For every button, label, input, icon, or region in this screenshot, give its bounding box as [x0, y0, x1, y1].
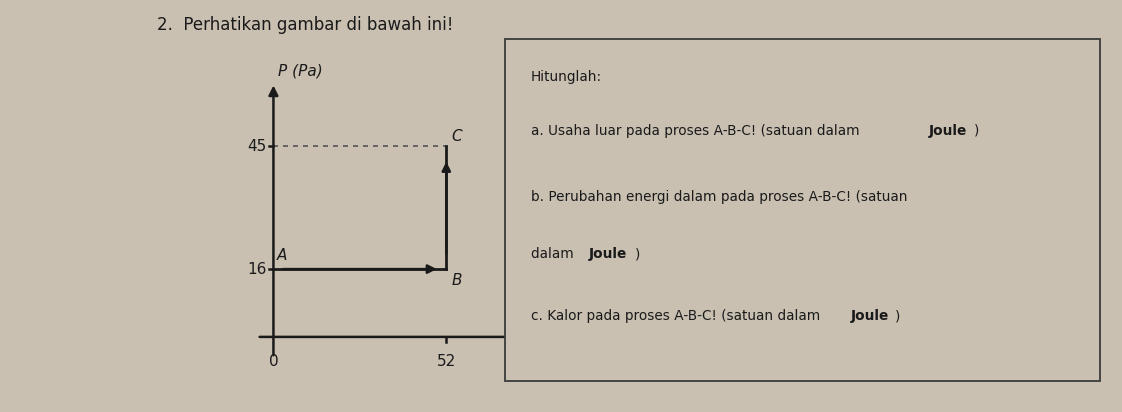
Text: ): ) — [895, 309, 901, 323]
Text: A: A — [277, 248, 287, 263]
Text: 16: 16 — [248, 262, 267, 276]
Text: 2.  Perhatikan gambar di bawah ini!: 2. Perhatikan gambar di bawah ini! — [157, 16, 453, 35]
Text: Joule: Joule — [589, 247, 627, 261]
Text: ): ) — [974, 124, 980, 138]
Text: b. Perubahan energi dalam pada proses A-B-C! (satuan: b. Perubahan energi dalam pada proses A-… — [531, 190, 908, 204]
Text: dalam: dalam — [531, 247, 578, 261]
Text: c. Kalor pada proses A-B-C! (satuan dalam: c. Kalor pada proses A-B-C! (satuan dala… — [531, 309, 825, 323]
Text: Joule: Joule — [929, 124, 967, 138]
Text: 52: 52 — [436, 354, 456, 369]
Text: C: C — [451, 129, 462, 144]
Text: B: B — [451, 273, 462, 288]
Text: V (m³): V (m³) — [596, 334, 644, 349]
Text: P (Pa): P (Pa) — [278, 63, 323, 78]
Text: Hitunglah:: Hitunglah: — [531, 70, 601, 84]
Text: 0: 0 — [268, 354, 278, 369]
Text: 45: 45 — [248, 139, 267, 154]
Text: Joule: Joule — [850, 309, 889, 323]
Text: a. Usaha luar pada proses A-B-C! (satuan dalam: a. Usaha luar pada proses A-B-C! (satuan… — [531, 124, 864, 138]
Text: ): ) — [635, 247, 641, 261]
